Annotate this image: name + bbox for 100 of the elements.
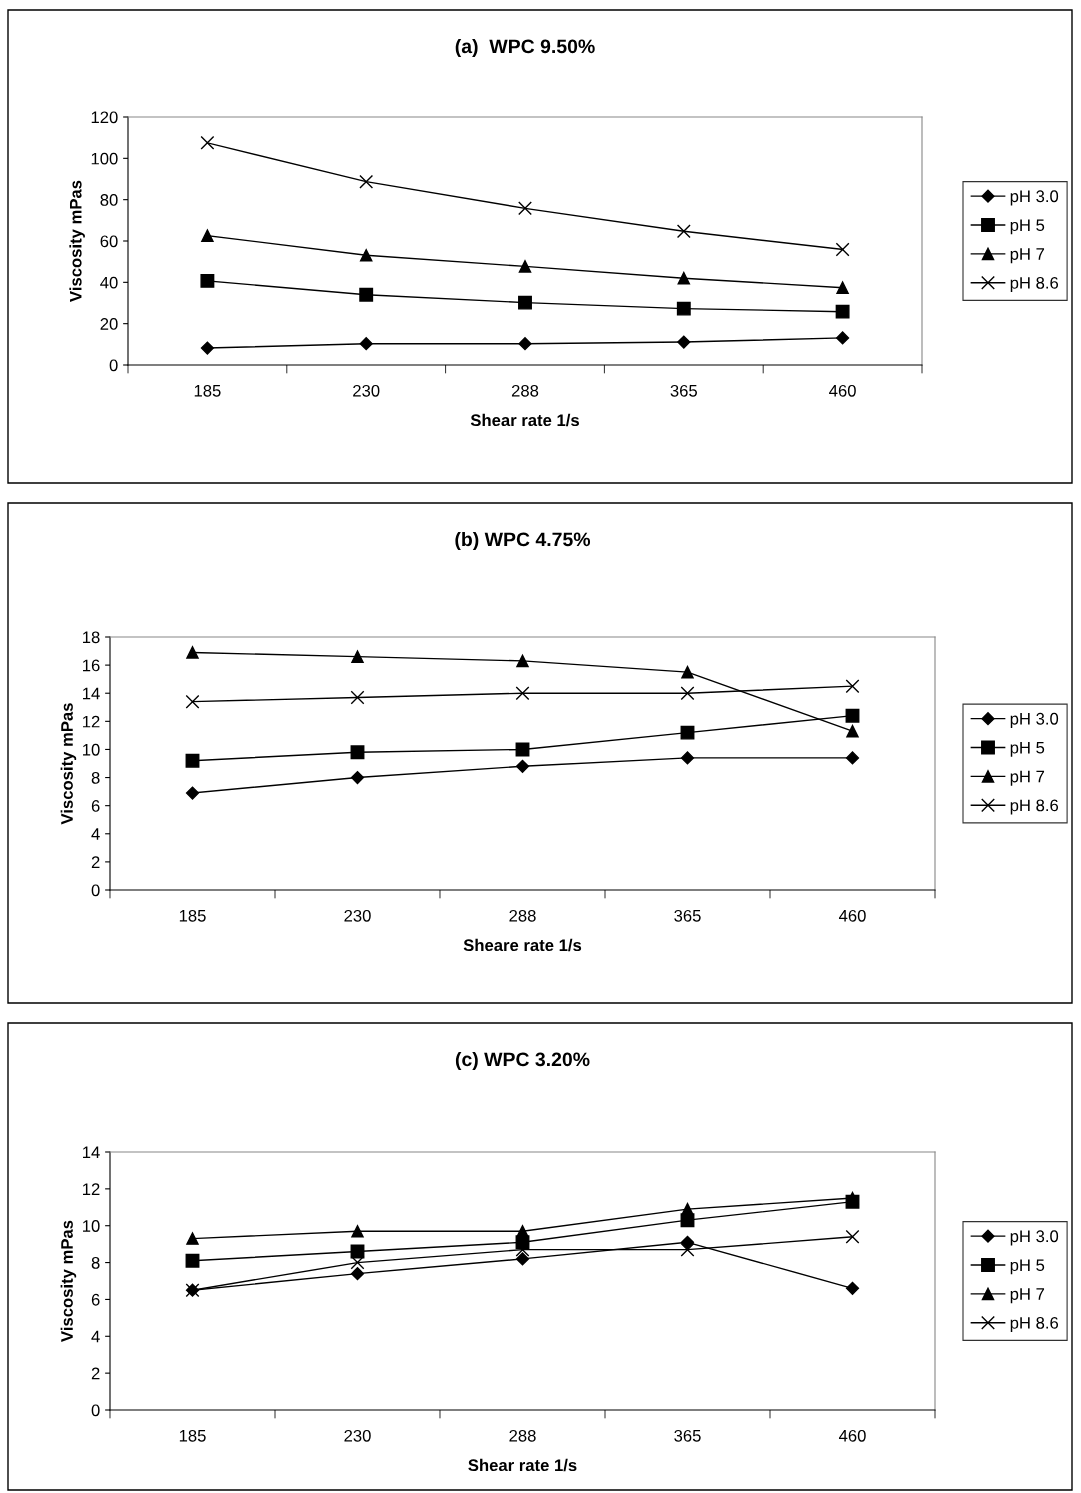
point xyxy=(359,287,374,302)
point xyxy=(185,753,200,768)
x-tick-label: 365 xyxy=(670,384,698,397)
legend-label: pH 3.0 xyxy=(1010,1230,1059,1246)
point xyxy=(185,1253,200,1268)
point xyxy=(185,694,200,709)
y-tick-label: 12 xyxy=(83,715,100,728)
y-tick-label: 20 xyxy=(100,318,118,330)
y-axis-title: Viscosity mPas xyxy=(60,1220,77,1342)
point xyxy=(186,646,199,659)
legend-label: pH 7 xyxy=(1010,770,1045,786)
legend-label: pH 3.0 xyxy=(1010,190,1059,206)
x-tick-label: 460 xyxy=(838,909,866,922)
point xyxy=(518,337,532,351)
y-tick-label: 80 xyxy=(100,194,118,206)
point xyxy=(846,724,859,738)
point xyxy=(518,295,532,310)
x-tick-label: 230 xyxy=(344,1429,371,1442)
point xyxy=(845,679,860,694)
x-tick-label: 288 xyxy=(509,1429,536,1442)
y-tick-label: 100 xyxy=(91,152,118,165)
point xyxy=(516,1224,529,1238)
y-tick-label: 2 xyxy=(91,856,100,868)
y-tick-label: 120 xyxy=(91,111,118,124)
point xyxy=(359,174,374,189)
x-tick-label: 230 xyxy=(353,384,380,397)
y-tick-label: 14 xyxy=(83,687,100,700)
point xyxy=(676,224,691,239)
point xyxy=(676,301,691,316)
y-tick-label: 14 xyxy=(83,1146,100,1159)
y-tick-label: 4 xyxy=(91,1330,100,1343)
legend-label: pH 5 xyxy=(1010,1259,1045,1275)
point xyxy=(518,201,532,216)
x-tick-label: 185 xyxy=(194,384,221,397)
point xyxy=(515,1252,530,1266)
y-tick-label: 6 xyxy=(91,800,100,812)
legend-label: pH 7 xyxy=(1010,1288,1045,1304)
y-tick-label: 16 xyxy=(83,659,100,672)
point xyxy=(845,751,860,765)
point xyxy=(680,751,695,765)
y-tick-label: 8 xyxy=(91,771,100,784)
x-tick-label: 365 xyxy=(674,909,701,922)
point xyxy=(836,331,850,345)
legend-label: pH 8.6 xyxy=(1010,799,1059,815)
y-tick-label: 40 xyxy=(100,276,118,289)
y-tick-label: 10 xyxy=(83,743,100,756)
chart-title: (b) WPC 4.75% xyxy=(455,531,591,551)
legend-label: pH 8.6 xyxy=(1010,1316,1059,1333)
point xyxy=(350,770,365,785)
x-tick-label: 230 xyxy=(344,909,371,922)
point xyxy=(845,708,860,723)
point xyxy=(200,135,215,150)
point xyxy=(845,1281,860,1295)
y-tick-label: 0 xyxy=(91,1404,100,1417)
y-tick-label: 8 xyxy=(91,1256,100,1269)
point xyxy=(680,725,695,740)
point xyxy=(835,242,850,257)
y-tick-label: 12 xyxy=(83,1183,100,1195)
point xyxy=(200,341,214,355)
point xyxy=(350,1267,365,1281)
point xyxy=(681,1202,694,1216)
y-tick-label: 2 xyxy=(91,1367,100,1380)
point xyxy=(351,650,364,663)
x-tick-label: 185 xyxy=(179,909,206,922)
point xyxy=(518,260,532,273)
x-axis-title: Sheare rate 1/s xyxy=(463,938,582,952)
point xyxy=(845,1229,860,1244)
point xyxy=(201,229,214,242)
y-axis-title: Viscosity mPas xyxy=(60,703,77,825)
legend-label: pH 5 xyxy=(1010,741,1045,757)
x-axis-title: Shear rate 1/s xyxy=(468,1458,577,1472)
point xyxy=(200,273,215,288)
point xyxy=(680,1242,695,1257)
x-tick-label: 288 xyxy=(509,909,536,922)
point xyxy=(185,786,200,800)
legend-label: pH 3.0 xyxy=(1010,712,1059,728)
y-tick-label: 6 xyxy=(91,1293,100,1306)
y-tick-label: 60 xyxy=(100,235,118,248)
y-axis-title: Viscosity mPas xyxy=(69,180,85,302)
legend-label: pH 7 xyxy=(1010,248,1045,264)
point xyxy=(350,1255,365,1270)
x-tick-label: 288 xyxy=(511,384,539,397)
point xyxy=(836,281,849,294)
point xyxy=(515,686,530,701)
point xyxy=(359,337,373,351)
x-tick-label: 185 xyxy=(179,1429,206,1442)
point xyxy=(515,759,530,773)
chart-title: (c) WPC 3.20% xyxy=(455,1051,590,1071)
x-tick-label: 460 xyxy=(829,384,856,397)
point xyxy=(680,686,695,701)
x-tick-label: 365 xyxy=(674,1429,701,1442)
point xyxy=(350,745,365,760)
y-tick-label: 18 xyxy=(83,631,100,644)
point xyxy=(835,304,850,319)
point xyxy=(516,654,529,668)
y-tick-label: 10 xyxy=(83,1220,100,1232)
x-axis-title: Shear rate 1/s xyxy=(470,413,579,427)
point xyxy=(677,335,691,349)
point xyxy=(515,742,530,757)
point xyxy=(359,249,373,262)
